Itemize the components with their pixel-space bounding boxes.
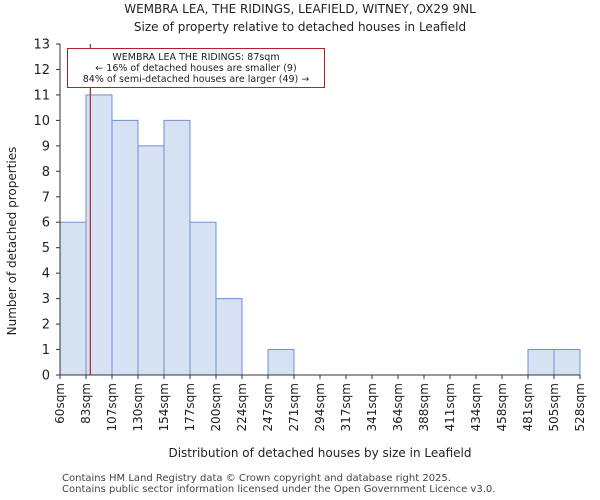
y-tick-label: 12 <box>33 63 50 78</box>
histogram-bar <box>111 119 139 376</box>
y-axis-title: Number of detached properties <box>5 146 19 336</box>
y-tick-label: 4 <box>42 267 50 282</box>
y-tick-label: 1 <box>42 343 50 358</box>
annotation-line-1: WEMBRA LEA THE RIDINGS: 87sqm <box>112 52 280 63</box>
x-tick-label: 60sqm <box>53 383 67 424</box>
histogram-bar <box>527 349 555 376</box>
x-tick-label: 83sqm <box>79 383 93 424</box>
x-tick-label: 505sqm <box>547 383 561 431</box>
y-tick-label: 13 <box>33 38 50 53</box>
x-tick-label: 458sqm <box>495 383 509 431</box>
annotation-line-3: 84% of semi-detached houses are larger (… <box>82 74 310 85</box>
y-tick-label: 2 <box>42 318 50 333</box>
y-tick-label: 5 <box>42 241 50 256</box>
x-tick-label: 177sqm <box>183 383 197 431</box>
histogram-bar <box>267 349 295 376</box>
x-tick-label: 434sqm <box>469 383 483 431</box>
histogram-bar <box>137 145 165 376</box>
x-tick-label: 247sqm <box>261 383 275 431</box>
x-tick-label: 130sqm <box>131 383 145 431</box>
x-tick-label: 528sqm <box>573 383 587 431</box>
x-tick-label: 200sqm <box>209 383 223 431</box>
y-tick-label: 10 <box>33 114 50 129</box>
property-annotation: WEMBRA LEA THE RIDINGS: 87sqm ← 16% of d… <box>67 48 325 88</box>
x-tick-label: 271sqm <box>287 383 301 431</box>
y-tick-label: 8 <box>42 165 50 180</box>
annotation-line-2: ← 16% of detached houses are smaller (9) <box>95 63 297 74</box>
x-tick-label: 341sqm <box>365 383 379 431</box>
histogram-bar <box>59 221 87 376</box>
histogram-bar <box>189 221 217 376</box>
histogram-bar <box>553 349 581 376</box>
x-tick-label: 224sqm <box>235 383 249 431</box>
x-tick-label: 294sqm <box>313 383 327 431</box>
y-tick-label: 0 <box>42 369 50 384</box>
x-tick-label: 364sqm <box>391 383 405 431</box>
x-tick-label: 107sqm <box>105 383 119 431</box>
y-tick-label: 9 <box>42 139 50 154</box>
chart-subtitle: Size of property relative to detached ho… <box>133 20 467 34</box>
y-tick-label: 3 <box>42 292 50 307</box>
x-tick-label: 411sqm <box>443 383 457 431</box>
histogram-bar <box>215 298 243 376</box>
y-tick-label: 6 <box>42 216 50 231</box>
footer-licence: Contains public sector information licen… <box>62 484 496 495</box>
x-tick-label: 481sqm <box>521 383 535 431</box>
y-tick-label: 7 <box>42 190 50 205</box>
chart-title: WEMBRA LEA, THE RIDINGS, LEAFIELD, WITNE… <box>124 2 476 16</box>
histogram-bar <box>163 119 191 376</box>
x-axis-title: Distribution of detached houses by size … <box>168 446 472 460</box>
y-tick-label: 11 <box>33 88 50 103</box>
x-tick-label: 317sqm <box>339 383 353 431</box>
footer-copyright: Contains HM Land Registry data © Crown c… <box>62 473 451 484</box>
x-tick-label: 154sqm <box>157 383 171 431</box>
x-tick-label: 388sqm <box>417 383 431 431</box>
